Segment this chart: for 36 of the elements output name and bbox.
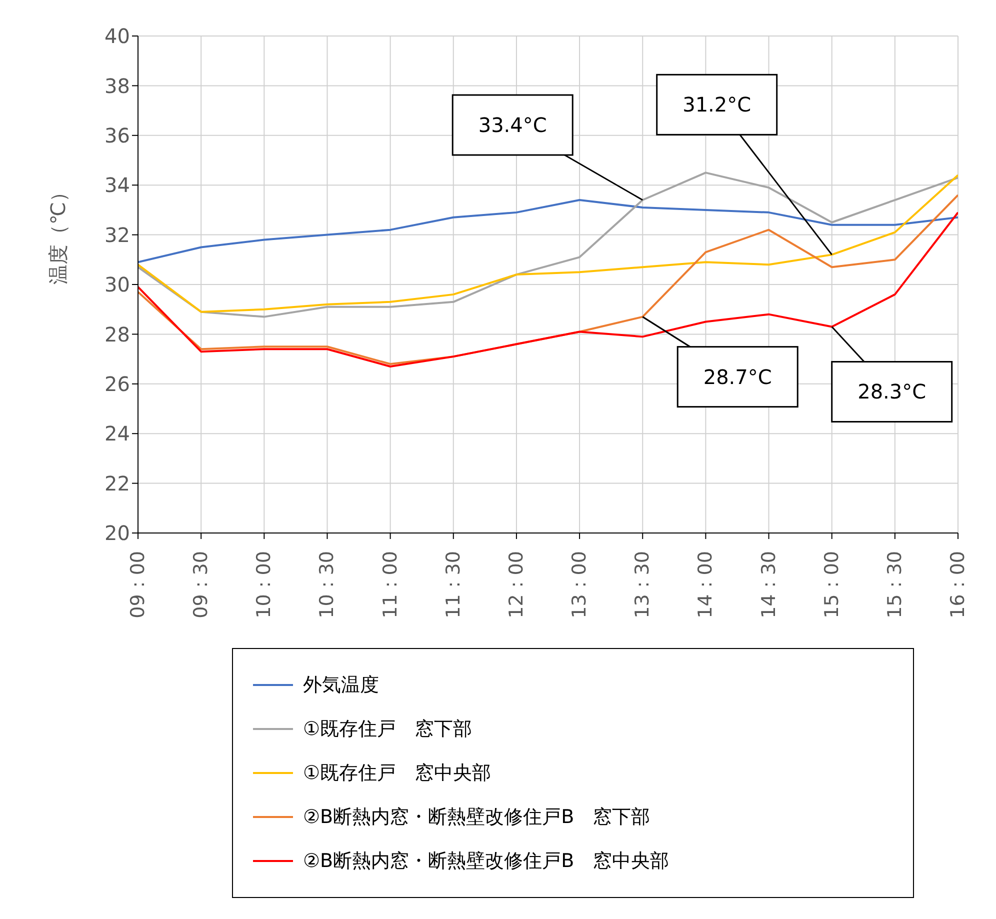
legend-label: ②B断熱内窓・断熱壁改修住戸B 窓中央部 bbox=[303, 849, 670, 874]
legend-label: ①既存住戸 窓下部 bbox=[303, 717, 472, 742]
x-tick-label: 15：00 bbox=[820, 551, 843, 618]
x-tick-label: 13：00 bbox=[568, 551, 591, 618]
x-tick-label: 11：00 bbox=[379, 551, 402, 618]
annotation: 28.7°C bbox=[703, 364, 772, 389]
legend-label: ①既存住戸 窓中央部 bbox=[303, 761, 492, 786]
y-tick-label: 26 bbox=[104, 372, 130, 396]
annotation: 33.4°C bbox=[478, 113, 547, 138]
x-tick-label: 12：00 bbox=[505, 551, 528, 618]
y-axis-title: 温度（℃） bbox=[46, 182, 70, 284]
legend-label: ②B断熱内窓・断熱壁改修住戸B 窓下部 bbox=[303, 805, 650, 830]
y-tick-label: 28 bbox=[104, 322, 130, 346]
x-tick-label: 09：00 bbox=[127, 551, 149, 618]
y-tick-label: 38 bbox=[104, 74, 130, 98]
x-tick-label: 10：00 bbox=[253, 551, 276, 618]
y-tick-label: 34 bbox=[104, 173, 130, 198]
x-tick-label: 14：30 bbox=[758, 551, 780, 618]
x-tick-label: 13：30 bbox=[632, 551, 654, 618]
annotation: 28.3°C bbox=[858, 380, 926, 404]
x-tick-label: 09：30 bbox=[190, 551, 212, 618]
y-tick-label: 20 bbox=[104, 521, 130, 546]
x-tick-label: 11：30 bbox=[442, 551, 464, 618]
annotation: 31.2°C bbox=[682, 92, 752, 117]
y-tick-label: 22 bbox=[104, 471, 130, 496]
y-tick-label: 36 bbox=[104, 124, 130, 148]
y-tick-label: 30 bbox=[104, 272, 130, 297]
line-series bbox=[138, 199, 958, 264]
y-tick-label: 40 bbox=[104, 24, 130, 48]
x-tick-label: 15：30 bbox=[884, 551, 906, 618]
x-tick-label: 10：30 bbox=[316, 551, 338, 618]
x-tick-label: 14：00 bbox=[694, 551, 717, 618]
y-tick-label: 24 bbox=[104, 422, 130, 446]
legend-label: 外気温度 bbox=[303, 673, 379, 698]
y-tick-label: 32 bbox=[104, 222, 130, 247]
x-tick-label: 16：00 bbox=[947, 551, 969, 618]
